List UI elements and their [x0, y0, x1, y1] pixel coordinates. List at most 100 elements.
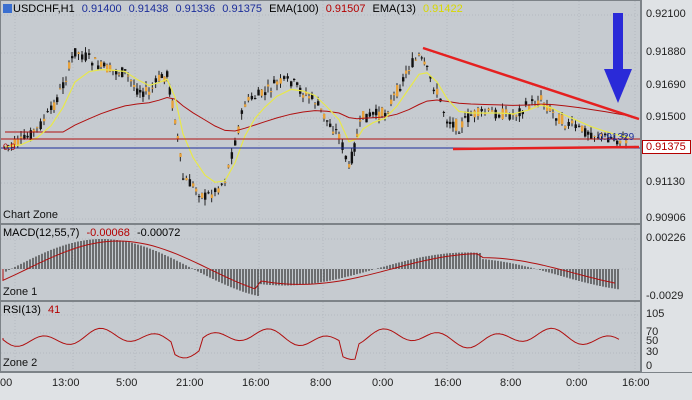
- time-label: 16:00: [622, 377, 650, 389]
- candle-body: [549, 106, 552, 111]
- candle-body: [552, 111, 555, 113]
- candle-body: [491, 110, 494, 112]
- macd-canvas[interactable]: [1, 225, 641, 301]
- candle-body: [210, 194, 214, 199]
- candle-body: [590, 132, 593, 139]
- candle-body: [100, 61, 103, 67]
- macd-axis[interactable]: 0.00226 -0.0029: [641, 224, 692, 302]
- rsi-panel[interactable]: RSI(13) 41 Zone 2: [0, 301, 641, 372]
- candle-body: [62, 82, 65, 89]
- candle-body: [171, 100, 174, 109]
- candle-body: [217, 188, 220, 193]
- trendline-lower: [452, 145, 640, 151]
- rsi-tick: 30: [646, 346, 659, 358]
- candle-body: [467, 113, 470, 123]
- rsi-tick: 0: [646, 360, 653, 372]
- candle-body: [616, 140, 619, 145]
- down-arrow-icon: [604, 13, 632, 103]
- candle-body: [65, 80, 68, 82]
- time-axis[interactable]: 00 13:00 5:00 21:00 16:00 8:00 0:00 16:0…: [0, 372, 692, 400]
- candle-body: [512, 113, 515, 116]
- candle-body: [121, 67, 124, 78]
- dropdown-icon[interactable]: [3, 4, 12, 13]
- time-label: 16:00: [242, 377, 270, 389]
- macd-panel[interactable]: MACD(12,55,7) -0.00068 -0.00072 Zone 1: [0, 224, 641, 301]
- candle-body: [480, 108, 483, 112]
- candle-body: [521, 111, 524, 115]
- candle-body: [220, 183, 224, 185]
- candle-body: [362, 111, 365, 119]
- candle-body: [418, 54, 421, 56]
- symbol-label: USDCHF,H1: [13, 3, 75, 15]
- candle-body: [103, 62, 106, 67]
- time-label: 0:00: [372, 377, 394, 389]
- time-label: 16:00: [434, 377, 462, 389]
- candle-body: [384, 113, 387, 117]
- candle-body: [308, 96, 311, 99]
- candle-body: [564, 126, 567, 129]
- candle-body: [378, 111, 381, 120]
- candle-body: [59, 88, 62, 90]
- candle-body: [405, 70, 408, 74]
- candle-body: [429, 76, 432, 79]
- candle-body: [224, 181, 227, 183]
- candle-body: [449, 121, 452, 125]
- current-price-tag: 0.91375: [642, 140, 691, 154]
- candle-body: [487, 108, 490, 111]
- ema100-label: EMA(100): [269, 3, 319, 15]
- candle-body: [179, 153, 182, 157]
- price-chart-canvas[interactable]: [1, 1, 641, 224]
- time-label: 5:00: [116, 377, 138, 389]
- candle-body: [234, 140, 237, 146]
- candle-body: [546, 104, 549, 112]
- candle-body: [619, 140, 622, 144]
- time-label: 0:00: [566, 377, 588, 389]
- candle-body: [276, 81, 279, 85]
- candle-body: [270, 91, 273, 93]
- candle-body: [26, 135, 29, 138]
- candle-body: [604, 133, 607, 136]
- candle-body: [106, 64, 109, 73]
- candle-body: [154, 78, 158, 83]
- candle-body: [10, 143, 13, 147]
- rsi-canvas[interactable]: [1, 302, 641, 372]
- rsi-value: 41: [47, 304, 61, 316]
- price-axis[interactable]: 0.92100 0.91880 0.91690 0.91500 0.91130 …: [641, 0, 692, 224]
- candle-body: [399, 88, 402, 91]
- rsi-label: RSI(13): [3, 304, 41, 316]
- candle-body: [584, 128, 587, 137]
- candle-body: [375, 108, 378, 116]
- macd-header: MACD(12,55,7) -0.00068 -0.00072: [3, 227, 184, 239]
- candle-body: [473, 110, 476, 118]
- candle-body: [109, 65, 112, 72]
- candle-body: [353, 143, 356, 152]
- candle-body: [176, 136, 180, 139]
- candle-body: [68, 62, 71, 69]
- candle-body: [607, 137, 610, 143]
- candle-body: [115, 70, 118, 75]
- candle-body: [139, 89, 142, 93]
- candle-body: [381, 107, 384, 116]
- candle-body: [484, 113, 487, 115]
- macd-signal-line: [2, 240, 616, 290]
- candle-body: [534, 104, 537, 106]
- candle-body: [124, 69, 127, 71]
- candle-body: [168, 87, 172, 95]
- candle-body: [46, 111, 49, 113]
- close-value: 0.91375: [222, 3, 263, 15]
- chart-zone-label: Chart Zone: [3, 209, 59, 221]
- candle-body: [20, 136, 23, 139]
- candle-body: [408, 69, 411, 72]
- candle-body: [600, 132, 603, 137]
- price-tick: 0.91690: [646, 79, 686, 91]
- candle-body: [446, 121, 449, 124]
- rsi-axis[interactable]: 105 70 50 30 0: [641, 301, 692, 372]
- candle-body: [625, 140, 628, 144]
- candle-body: [148, 91, 151, 95]
- candle-body: [420, 57, 424, 59]
- ema100-value: 0.91507: [325, 3, 366, 15]
- price-chart-panel[interactable]: USDCHF,H1 0.91400 0.91438 0.91336 0.9137…: [0, 0, 641, 224]
- candle-body: [13, 138, 16, 146]
- candle-body: [204, 192, 207, 200]
- candle-body: [452, 121, 455, 128]
